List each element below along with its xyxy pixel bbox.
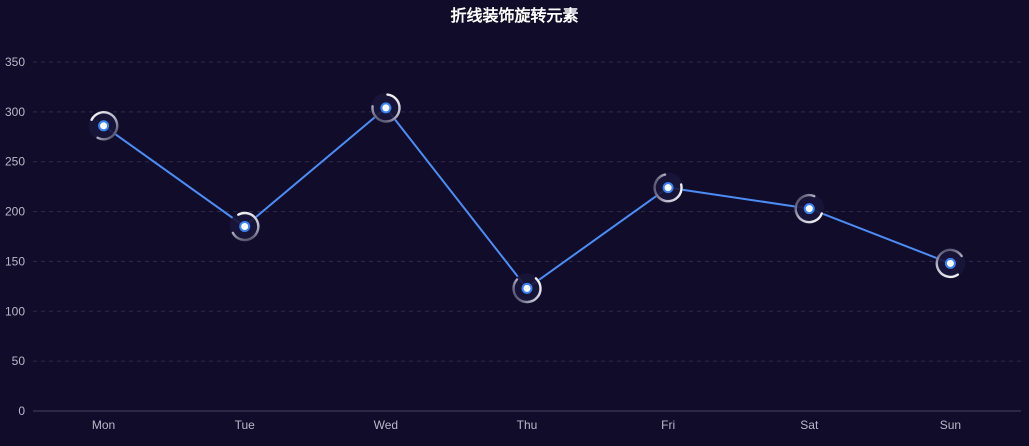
x-tick-label: Wed: [374, 418, 398, 432]
x-tick-label: Sun: [940, 418, 961, 432]
x-tick-label: Fri: [661, 418, 675, 432]
x-tick-label: Mon: [92, 418, 115, 432]
rotating-decorations: [88, 92, 966, 304]
data-point-sun[interactable]: [944, 257, 956, 269]
series-line-layer: [103, 106, 951, 290]
data-point-thu[interactable]: [521, 282, 533, 294]
y-tick-label: 200: [5, 205, 25, 219]
y-tick-label: 150: [5, 254, 25, 268]
chart-title: 折线装饰旋转元素: [450, 6, 579, 25]
data-point-mon[interactable]: [98, 120, 110, 132]
y-tick-label: 250: [5, 155, 25, 169]
data-point-sat[interactable]: [803, 203, 815, 215]
series-line: [103, 106, 951, 290]
y-tick-label: 100: [5, 304, 25, 318]
y-tick-label: 350: [5, 55, 25, 69]
data-point-wed[interactable]: [380, 102, 392, 114]
x-tick-label: Thu: [517, 418, 538, 432]
y-tick-label: 50: [12, 354, 26, 368]
data-points: [98, 102, 956, 294]
y-tick-label: 300: [5, 105, 25, 119]
grid-lines: [33, 61, 1021, 362]
data-point-tue[interactable]: [239, 221, 251, 232]
x-tick-label: Sat: [800, 418, 819, 432]
data-point-fri[interactable]: [662, 182, 674, 194]
y-tick-label: 0: [18, 404, 25, 418]
x-tick-label: Tue: [235, 418, 256, 432]
axes: 0 50 100 150 200 250 300 350 Mon Tue Wed Thu Fri Sat S…: [5, 55, 1021, 432]
